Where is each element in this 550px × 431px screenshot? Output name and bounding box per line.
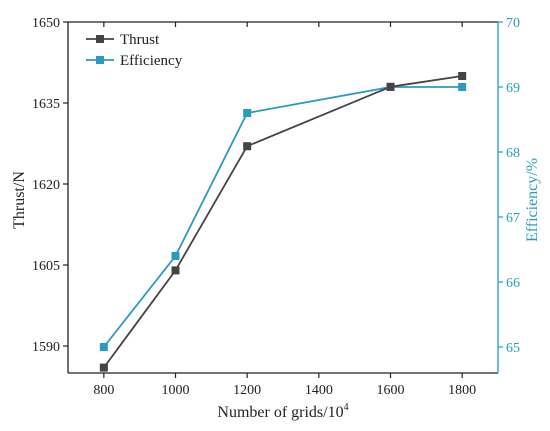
data-point-thrust <box>99 363 108 372</box>
y-tick-label: 1605 <box>32 259 60 274</box>
series-group <box>99 72 467 372</box>
y2-tick-label: 69 <box>506 81 520 96</box>
legend: Thrust Efficiency <box>86 32 183 69</box>
y-tick-label: 1590 <box>32 340 60 355</box>
x-tick-label: 800 <box>93 383 114 398</box>
x-tick-label: 1600 <box>377 383 405 398</box>
x-axis-label-superscript: 4 <box>344 402 349 413</box>
y-axis-right-label: Efficiency/% <box>524 158 541 242</box>
x-axis-ticks: 800 1000 1200 1400 1600 1800 <box>93 22 476 398</box>
series-line-thrust <box>103 75 463 369</box>
data-point-thrust <box>386 82 395 91</box>
series-line-efficiency <box>103 86 463 348</box>
y-tick-label: 1635 <box>32 97 60 112</box>
data-point-efficiency <box>171 252 180 260</box>
y-axis-left-label: Thrust/N <box>11 171 28 229</box>
legend-marker-efficiency <box>96 56 104 64</box>
x-axis-label: Number of grids/104 <box>217 402 348 421</box>
legend-label-efficiency: Efficiency <box>120 53 183 69</box>
data-point-efficiency <box>243 109 252 117</box>
data-point-thrust <box>243 142 252 151</box>
y-tick-label: 1650 <box>32 16 60 31</box>
y2-tick-label: 68 <box>506 146 520 161</box>
y2-tick-label: 70 <box>506 16 520 31</box>
y-axis-left-ticks: 1590 1605 1620 1635 1650 <box>32 16 68 355</box>
data-point-efficiency <box>99 343 108 351</box>
x-tick-label: 1000 <box>162 383 190 398</box>
x-tick-label: 1800 <box>448 383 476 398</box>
x-tick-label: 1200 <box>233 383 261 398</box>
y2-tick-label: 65 <box>506 341 520 356</box>
legend-marker-thrust <box>96 35 104 43</box>
y-tick-label: 1620 <box>32 178 60 193</box>
data-point-efficiency <box>458 83 467 91</box>
x-axis-label-text: Number of grids/10 <box>217 404 343 421</box>
data-point-thrust <box>171 266 180 275</box>
data-point-thrust <box>458 72 467 80</box>
axes <box>67 21 499 374</box>
x-tick-label: 1400 <box>305 383 333 398</box>
y2-tick-label: 67 <box>506 211 520 226</box>
y2-tick-label: 66 <box>506 276 520 291</box>
y-axis-right-ticks: 65 66 67 68 69 70 <box>498 16 520 356</box>
legend-label-thrust: Thrust <box>120 32 160 48</box>
